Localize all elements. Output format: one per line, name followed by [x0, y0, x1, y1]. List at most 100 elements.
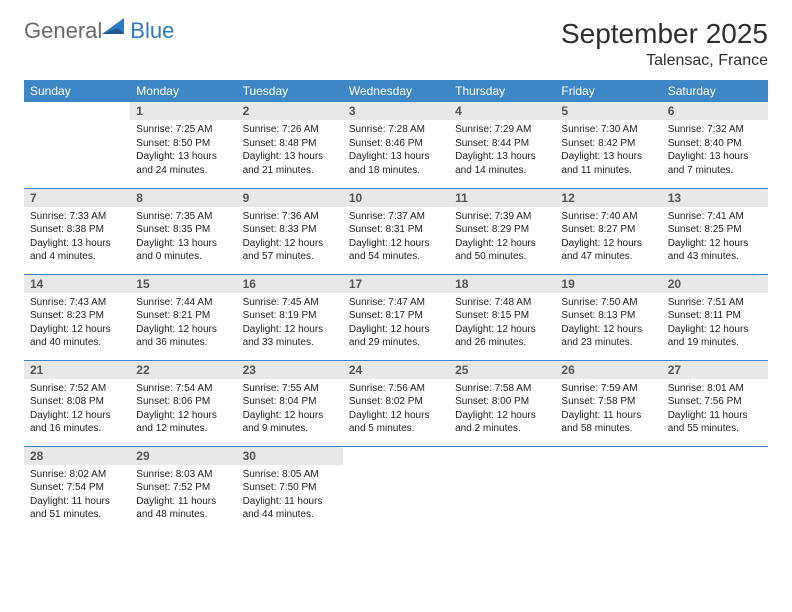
day-header: Friday [555, 80, 661, 102]
day-header: Tuesday [237, 80, 343, 102]
day-number: 23 [237, 361, 343, 379]
logo-text-general: General [24, 18, 102, 44]
day-body: Sunrise: 7:55 AMSunset: 8:04 PMDaylight:… [237, 379, 343, 440]
day-number: 15 [130, 275, 236, 293]
day-number: 21 [24, 361, 130, 379]
day-body: Sunrise: 7:35 AMSunset: 8:35 PMDaylight:… [130, 207, 236, 268]
week-row: 14Sunrise: 7:43 AMSunset: 8:23 PMDayligh… [24, 274, 768, 360]
day-number: 9 [237, 189, 343, 207]
week-row: 1Sunrise: 7:25 AMSunset: 8:50 PMDaylight… [24, 102, 768, 188]
day-cell: 21Sunrise: 7:52 AMSunset: 8:08 PMDayligh… [24, 360, 130, 446]
day-number: 30 [237, 447, 343, 465]
day-body: Sunrise: 7:50 AMSunset: 8:13 PMDaylight:… [555, 293, 661, 354]
day-cell: 22Sunrise: 7:54 AMSunset: 8:06 PMDayligh… [130, 360, 236, 446]
day-body: Sunrise: 7:45 AMSunset: 8:19 PMDaylight:… [237, 293, 343, 354]
day-number: 12 [555, 189, 661, 207]
day-number: 25 [449, 361, 555, 379]
day-cell [24, 102, 130, 188]
day-cell: 18Sunrise: 7:48 AMSunset: 8:15 PMDayligh… [449, 274, 555, 360]
week-row: 21Sunrise: 7:52 AMSunset: 8:08 PMDayligh… [24, 360, 768, 446]
day-cell: 27Sunrise: 8:01 AMSunset: 7:56 PMDayligh… [662, 360, 768, 446]
day-body: Sunrise: 7:56 AMSunset: 8:02 PMDaylight:… [343, 379, 449, 440]
day-cell: 6Sunrise: 7:32 AMSunset: 8:40 PMDaylight… [662, 102, 768, 188]
day-body: Sunrise: 7:48 AMSunset: 8:15 PMDaylight:… [449, 293, 555, 354]
day-body: Sunrise: 7:54 AMSunset: 8:06 PMDaylight:… [130, 379, 236, 440]
day-cell: 26Sunrise: 7:59 AMSunset: 7:58 PMDayligh… [555, 360, 661, 446]
day-cell: 11Sunrise: 7:39 AMSunset: 8:29 PMDayligh… [449, 188, 555, 274]
day-cell: 9Sunrise: 7:36 AMSunset: 8:33 PMDaylight… [237, 188, 343, 274]
day-number: 28 [24, 447, 130, 465]
day-cell: 7Sunrise: 7:33 AMSunset: 8:38 PMDaylight… [24, 188, 130, 274]
month-title: September 2025 [561, 18, 768, 50]
logo: General Blue [24, 18, 174, 44]
day-cell: 10Sunrise: 7:37 AMSunset: 8:31 PMDayligh… [343, 188, 449, 274]
day-body: Sunrise: 7:47 AMSunset: 8:17 PMDaylight:… [343, 293, 449, 354]
day-cell: 20Sunrise: 7:51 AMSunset: 8:11 PMDayligh… [662, 274, 768, 360]
day-body: Sunrise: 7:52 AMSunset: 8:08 PMDaylight:… [24, 379, 130, 440]
week-row: 7Sunrise: 7:33 AMSunset: 8:38 PMDaylight… [24, 188, 768, 274]
day-cell: 14Sunrise: 7:43 AMSunset: 8:23 PMDayligh… [24, 274, 130, 360]
day-header: Monday [130, 80, 236, 102]
day-header: Sunday [24, 80, 130, 102]
day-cell: 28Sunrise: 8:02 AMSunset: 7:54 PMDayligh… [24, 446, 130, 532]
day-number: 6 [662, 102, 768, 120]
day-cell: 12Sunrise: 7:40 AMSunset: 8:27 PMDayligh… [555, 188, 661, 274]
day-cell: 25Sunrise: 7:58 AMSunset: 8:00 PMDayligh… [449, 360, 555, 446]
day-cell: 17Sunrise: 7:47 AMSunset: 8:17 PMDayligh… [343, 274, 449, 360]
calendar-page: General Blue September 2025 Talensac, Fr… [0, 0, 792, 550]
day-cell [343, 446, 449, 532]
day-cell: 15Sunrise: 7:44 AMSunset: 8:21 PMDayligh… [130, 274, 236, 360]
day-cell [449, 446, 555, 532]
day-header: Saturday [662, 80, 768, 102]
day-cell: 24Sunrise: 7:56 AMSunset: 8:02 PMDayligh… [343, 360, 449, 446]
day-body: Sunrise: 7:33 AMSunset: 8:38 PMDaylight:… [24, 207, 130, 268]
header: General Blue September 2025 Talensac, Fr… [24, 18, 768, 70]
day-number: 20 [662, 275, 768, 293]
day-body: Sunrise: 7:51 AMSunset: 8:11 PMDaylight:… [662, 293, 768, 354]
day-number: 26 [555, 361, 661, 379]
day-cell: 3Sunrise: 7:28 AMSunset: 8:46 PMDaylight… [343, 102, 449, 188]
day-body: Sunrise: 7:32 AMSunset: 8:40 PMDaylight:… [662, 120, 768, 181]
day-cell: 1Sunrise: 7:25 AMSunset: 8:50 PMDaylight… [130, 102, 236, 188]
day-number: 22 [130, 361, 236, 379]
day-body: Sunrise: 7:59 AMSunset: 7:58 PMDaylight:… [555, 379, 661, 440]
day-body: Sunrise: 7:30 AMSunset: 8:42 PMDaylight:… [555, 120, 661, 181]
day-body: Sunrise: 7:41 AMSunset: 8:25 PMDaylight:… [662, 207, 768, 268]
day-cell: 23Sunrise: 7:55 AMSunset: 8:04 PMDayligh… [237, 360, 343, 446]
day-cell: 30Sunrise: 8:05 AMSunset: 7:50 PMDayligh… [237, 446, 343, 532]
day-body: Sunrise: 7:39 AMSunset: 8:29 PMDaylight:… [449, 207, 555, 268]
calendar-body: 1Sunrise: 7:25 AMSunset: 8:50 PMDaylight… [24, 102, 768, 532]
day-body: Sunrise: 7:40 AMSunset: 8:27 PMDaylight:… [555, 207, 661, 268]
day-number: 7 [24, 189, 130, 207]
day-header: Thursday [449, 80, 555, 102]
day-number: 24 [343, 361, 449, 379]
day-body: Sunrise: 7:44 AMSunset: 8:21 PMDaylight:… [130, 293, 236, 354]
day-body: Sunrise: 7:25 AMSunset: 8:50 PMDaylight:… [130, 120, 236, 181]
day-cell: 5Sunrise: 7:30 AMSunset: 8:42 PMDaylight… [555, 102, 661, 188]
day-cell [662, 446, 768, 532]
day-number: 17 [343, 275, 449, 293]
day-number: 18 [449, 275, 555, 293]
day-number: 11 [449, 189, 555, 207]
day-body: Sunrise: 8:05 AMSunset: 7:50 PMDaylight:… [237, 465, 343, 526]
day-number: 3 [343, 102, 449, 120]
day-header: Wednesday [343, 80, 449, 102]
day-cell: 2Sunrise: 7:26 AMSunset: 8:48 PMDaylight… [237, 102, 343, 188]
day-cell: 8Sunrise: 7:35 AMSunset: 8:35 PMDaylight… [130, 188, 236, 274]
logo-text-blue: Blue [130, 18, 174, 44]
day-body: Sunrise: 7:43 AMSunset: 8:23 PMDaylight:… [24, 293, 130, 354]
day-number: 2 [237, 102, 343, 120]
day-number: 19 [555, 275, 661, 293]
day-body: Sunrise: 8:02 AMSunset: 7:54 PMDaylight:… [24, 465, 130, 526]
location: Talensac, France [561, 52, 768, 70]
day-body: Sunrise: 7:28 AMSunset: 8:46 PMDaylight:… [343, 120, 449, 181]
calendar-table: SundayMondayTuesdayWednesdayThursdayFrid… [24, 80, 768, 532]
day-header-row: SundayMondayTuesdayWednesdayThursdayFrid… [24, 80, 768, 102]
day-body: Sunrise: 7:37 AMSunset: 8:31 PMDaylight:… [343, 207, 449, 268]
day-body: Sunrise: 8:01 AMSunset: 7:56 PMDaylight:… [662, 379, 768, 440]
day-number: 29 [130, 447, 236, 465]
day-body: Sunrise: 7:36 AMSunset: 8:33 PMDaylight:… [237, 207, 343, 268]
day-cell: 19Sunrise: 7:50 AMSunset: 8:13 PMDayligh… [555, 274, 661, 360]
week-row: 28Sunrise: 8:02 AMSunset: 7:54 PMDayligh… [24, 446, 768, 532]
day-cell [555, 446, 661, 532]
